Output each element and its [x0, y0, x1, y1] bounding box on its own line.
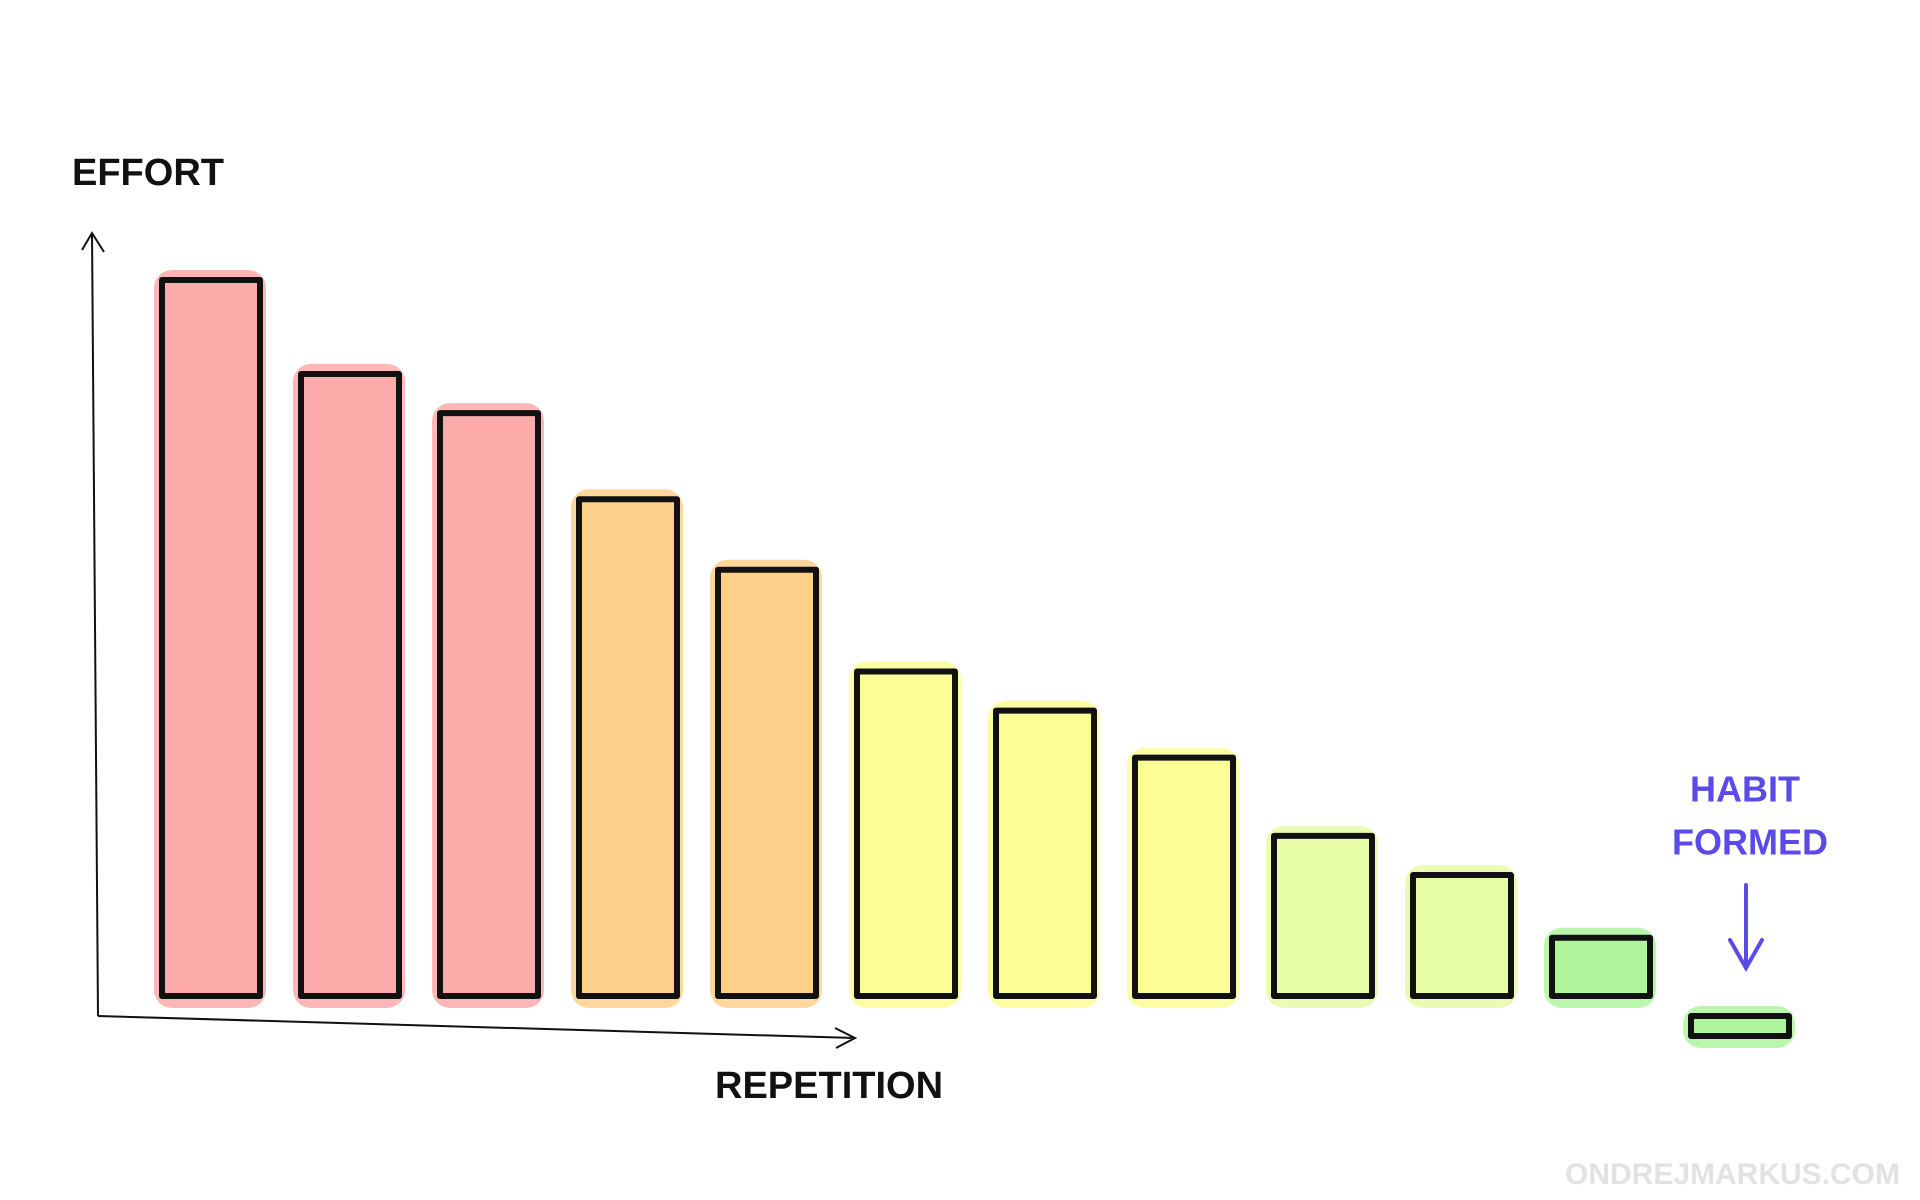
bar	[1410, 872, 1514, 999]
credit: ONDREJMARKUS.COM	[1565, 1158, 1900, 1191]
bar	[298, 370, 402, 999]
bar	[854, 668, 958, 999]
annotation: FORMED	[1672, 822, 1828, 863]
bar	[1271, 832, 1375, 999]
y-axis-label: EFFORT	[72, 152, 224, 194]
x-axis-arrow	[834, 1027, 858, 1049]
x-axis-label: REPETITION	[715, 1065, 943, 1107]
bar	[576, 496, 680, 999]
y-axis-arrow	[81, 231, 105, 253]
bar	[993, 707, 1097, 999]
annotation-arrow	[1728, 883, 1764, 973]
bar	[715, 566, 819, 999]
x-axis	[97, 1015, 856, 1039]
y-axis	[91, 232, 99, 1017]
bar	[437, 410, 541, 999]
bar	[159, 276, 263, 1000]
bar	[1688, 1013, 1792, 1039]
annotation: HABIT	[1690, 769, 1800, 810]
bar	[1132, 754, 1236, 999]
bar	[1549, 934, 1653, 1000]
